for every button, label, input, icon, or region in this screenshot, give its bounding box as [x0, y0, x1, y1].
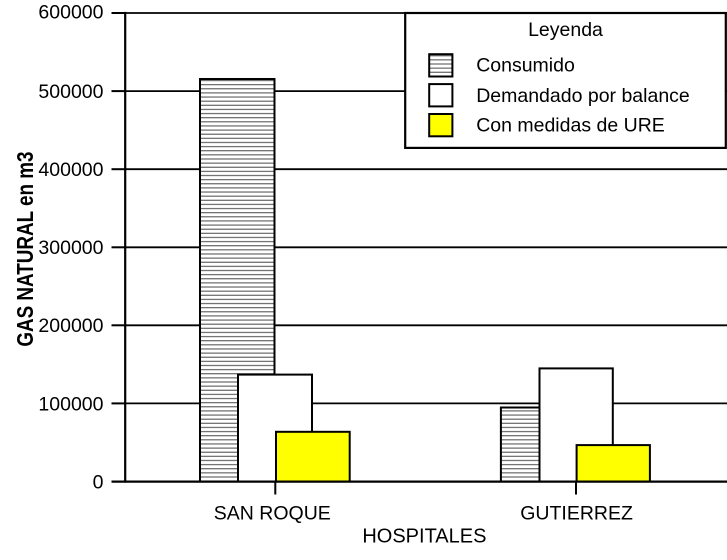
- svg-text:600000: 600000: [38, 2, 103, 24]
- svg-text:Consumido: Consumido: [476, 55, 575, 77]
- svg-text:SAN ROQUE: SAN ROQUE: [214, 502, 331, 524]
- svg-text:100000: 100000: [38, 393, 103, 415]
- svg-text:Leyenda: Leyenda: [528, 19, 603, 41]
- svg-text:400000: 400000: [38, 159, 103, 181]
- svg-text:0: 0: [93, 471, 104, 493]
- svg-text:GUTIERREZ: GUTIERREZ: [520, 502, 633, 524]
- svg-text:Demandado por balance: Demandado por balance: [476, 85, 690, 107]
- svg-text:GAS NATURAL en m3: GAS NATURAL en m3: [14, 152, 39, 347]
- svg-text:Con medidas de URE: Con medidas de URE: [476, 115, 665, 137]
- svg-text:300000: 300000: [38, 237, 103, 259]
- svg-text:500000: 500000: [38, 81, 103, 103]
- svg-text:HOSPITALES: HOSPITALES: [362, 526, 486, 548]
- svg-text:200000: 200000: [38, 315, 103, 337]
